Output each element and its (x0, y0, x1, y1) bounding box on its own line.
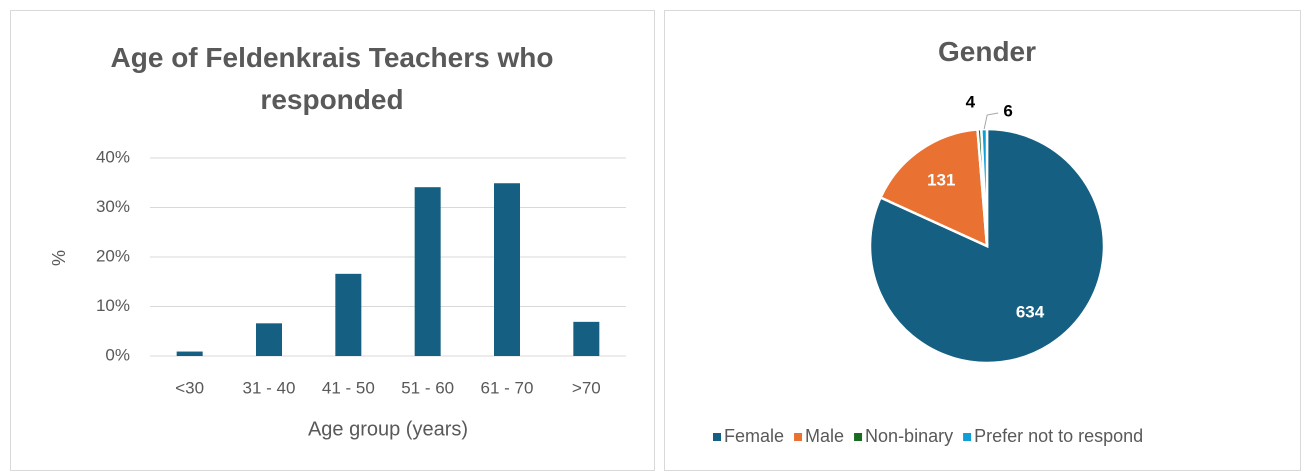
data-label: 634 (1016, 302, 1045, 321)
legend-label: Male (805, 426, 844, 446)
legend-swatch (794, 433, 803, 441)
y-axis-label: % (49, 250, 69, 266)
bar (414, 187, 441, 356)
data-label: 4 (966, 93, 976, 112)
x-tick-label: 61 - 70 (481, 378, 534, 397)
legend-label: Prefer not to respond (974, 426, 1143, 446)
bar (573, 321, 600, 356)
x-axis-label: Age group (years) (308, 418, 468, 440)
left-panel (10, 10, 655, 471)
legend-swatch (854, 433, 863, 441)
data-label: 6 (1003, 102, 1012, 121)
legend-swatch (963, 433, 972, 441)
bar (176, 351, 203, 356)
x-tick-label: <30 (175, 378, 204, 397)
pie-title: Gender (937, 36, 1037, 67)
y-tick-label: 40% (96, 147, 130, 166)
x-tick-label: 31 - 40 (243, 378, 296, 397)
bar (335, 273, 362, 356)
legend-label: Female (724, 426, 784, 446)
legend-swatch (713, 433, 721, 441)
pie-slice (878, 128, 989, 249)
y-tick-label: 10% (96, 296, 130, 315)
y-tick-label: 20% (96, 246, 130, 265)
bar (256, 323, 282, 356)
leader-line (983, 112, 999, 130)
x-tick-label: >70 (572, 378, 601, 397)
x-tick-label: 51 - 60 (401, 378, 454, 397)
data-label: 131 (927, 170, 955, 189)
legend-label: Non-binary (865, 426, 953, 446)
bar (494, 183, 520, 356)
bar-title: Age of Feldenkrais Teachers who responde… (110, 42, 554, 115)
x-tick-label: 41 - 50 (322, 378, 375, 397)
y-tick-label: 0% (105, 345, 130, 364)
y-tick-label: 30% (96, 197, 130, 216)
